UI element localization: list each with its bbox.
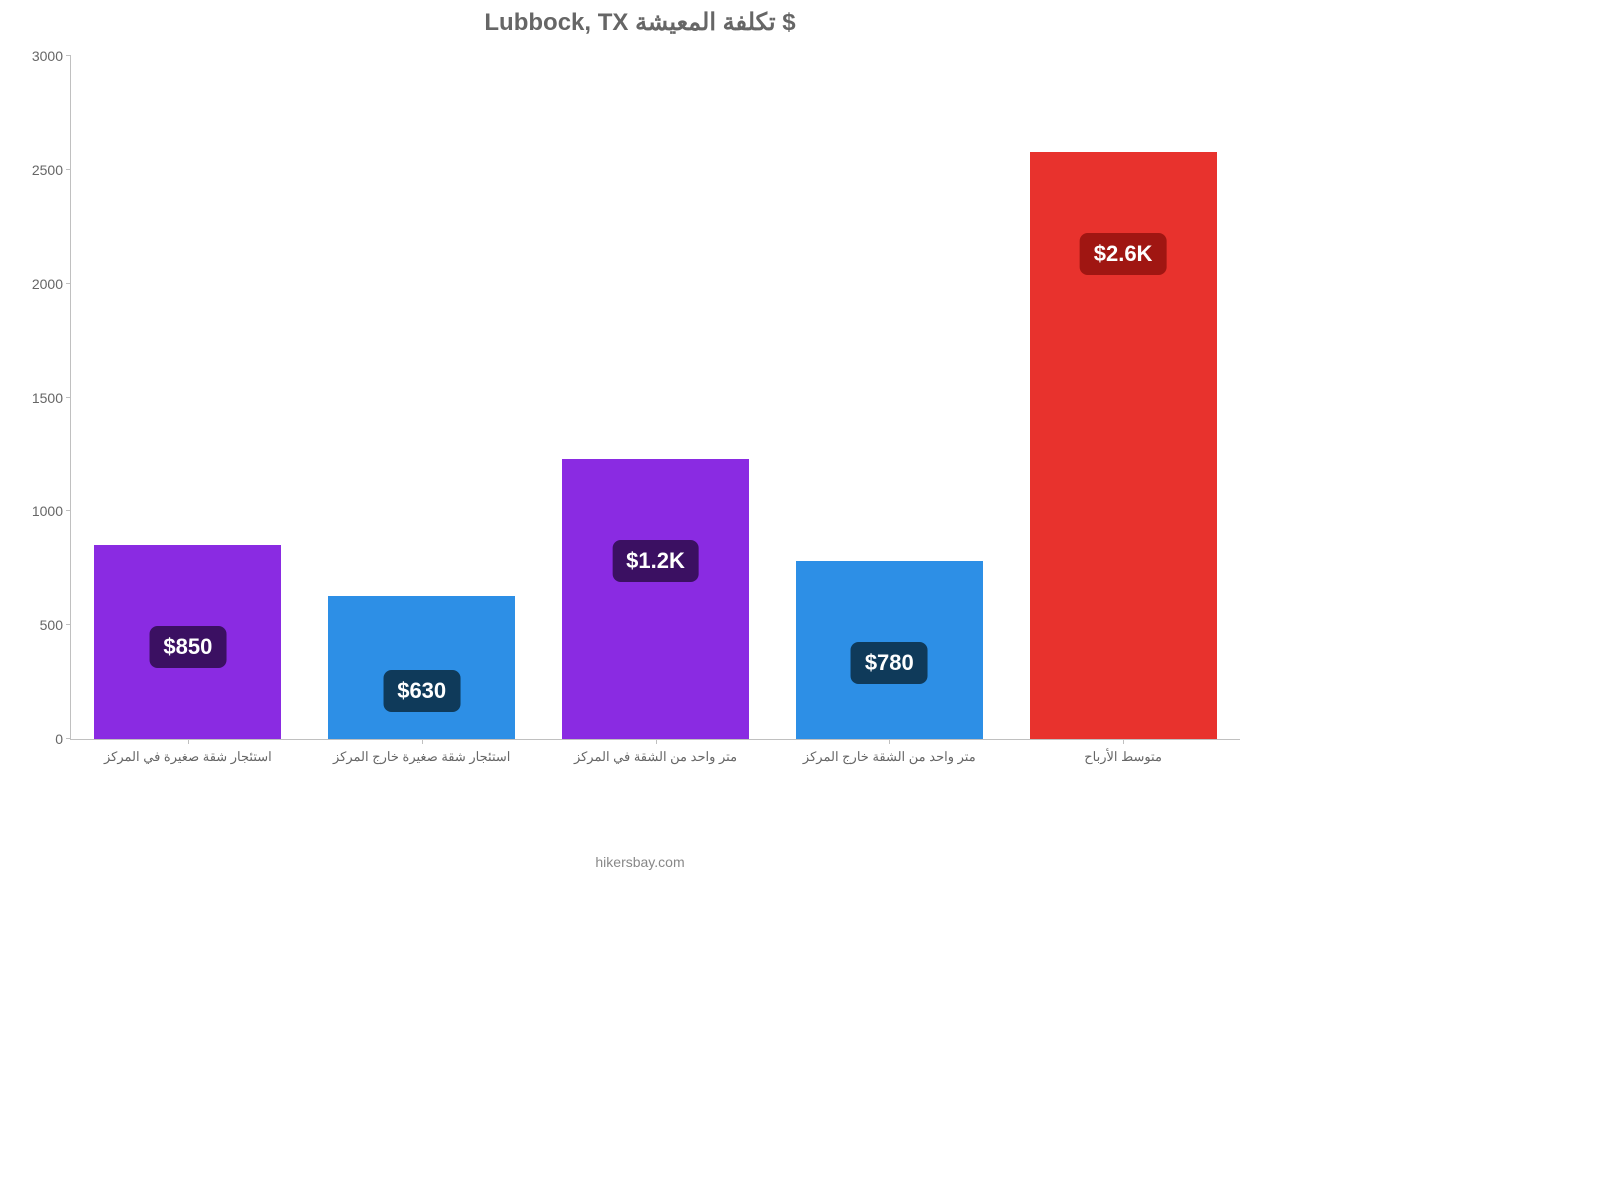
xtick-mark	[656, 739, 657, 744]
xtick-mark	[188, 739, 189, 744]
ytick-label: 2000	[32, 276, 63, 292]
ytick-label: 1000	[32, 503, 63, 519]
ytick-mark	[66, 510, 71, 511]
bar	[562, 459, 749, 739]
ytick-label: 1500	[32, 390, 63, 406]
bars-layer: $850 $630 $1.2K $780 $2.6K	[71, 56, 1240, 739]
ytick-label: 3000	[32, 48, 63, 64]
bar-value-label: $780	[851, 642, 928, 684]
bar-value-label: $630	[383, 670, 460, 712]
chart-container: Lubbock, TX تكلفة المعيشة $ $850 $630 $1.2…	[0, 0, 1280, 960]
xtick-mark	[422, 739, 423, 744]
plot-area: $850$630$1.2K$780$2.6K 05001000150020002…	[70, 56, 1240, 740]
xtick-mark	[1123, 739, 1124, 744]
ytick-mark	[66, 624, 71, 625]
xtick-label: متر واحد من الشقة في المركز	[574, 749, 737, 765]
ytick-mark	[66, 55, 71, 56]
ytick-mark	[66, 738, 71, 739]
ytick-label: 500	[40, 617, 63, 633]
ytick-mark	[66, 397, 71, 398]
xtick-label: متر واحد من الشقة خارج المركز	[803, 749, 976, 765]
bar-value-label: $850	[149, 626, 226, 668]
bar	[328, 596, 515, 739]
xtick-label: متوسط الأرباح	[1084, 749, 1162, 765]
chart-footer: hikersbay.com	[0, 854, 1280, 870]
ytick-mark	[66, 169, 71, 170]
bar-value-label: $1.2K	[612, 540, 699, 582]
bar-value-label: $2.6K	[1080, 233, 1167, 275]
xtick-label: استئجار شقة صغيرة في المركز	[104, 749, 272, 765]
ytick-label: 2500	[32, 162, 63, 178]
ytick-label: 0	[55, 731, 63, 747]
xtick-mark	[889, 739, 890, 744]
xtick-label: استئجار شقة صغيرة خارج المركز	[333, 749, 510, 765]
ytick-mark	[66, 283, 71, 284]
chart-title: Lubbock, TX تكلفة المعيشة $	[0, 8, 1280, 37]
